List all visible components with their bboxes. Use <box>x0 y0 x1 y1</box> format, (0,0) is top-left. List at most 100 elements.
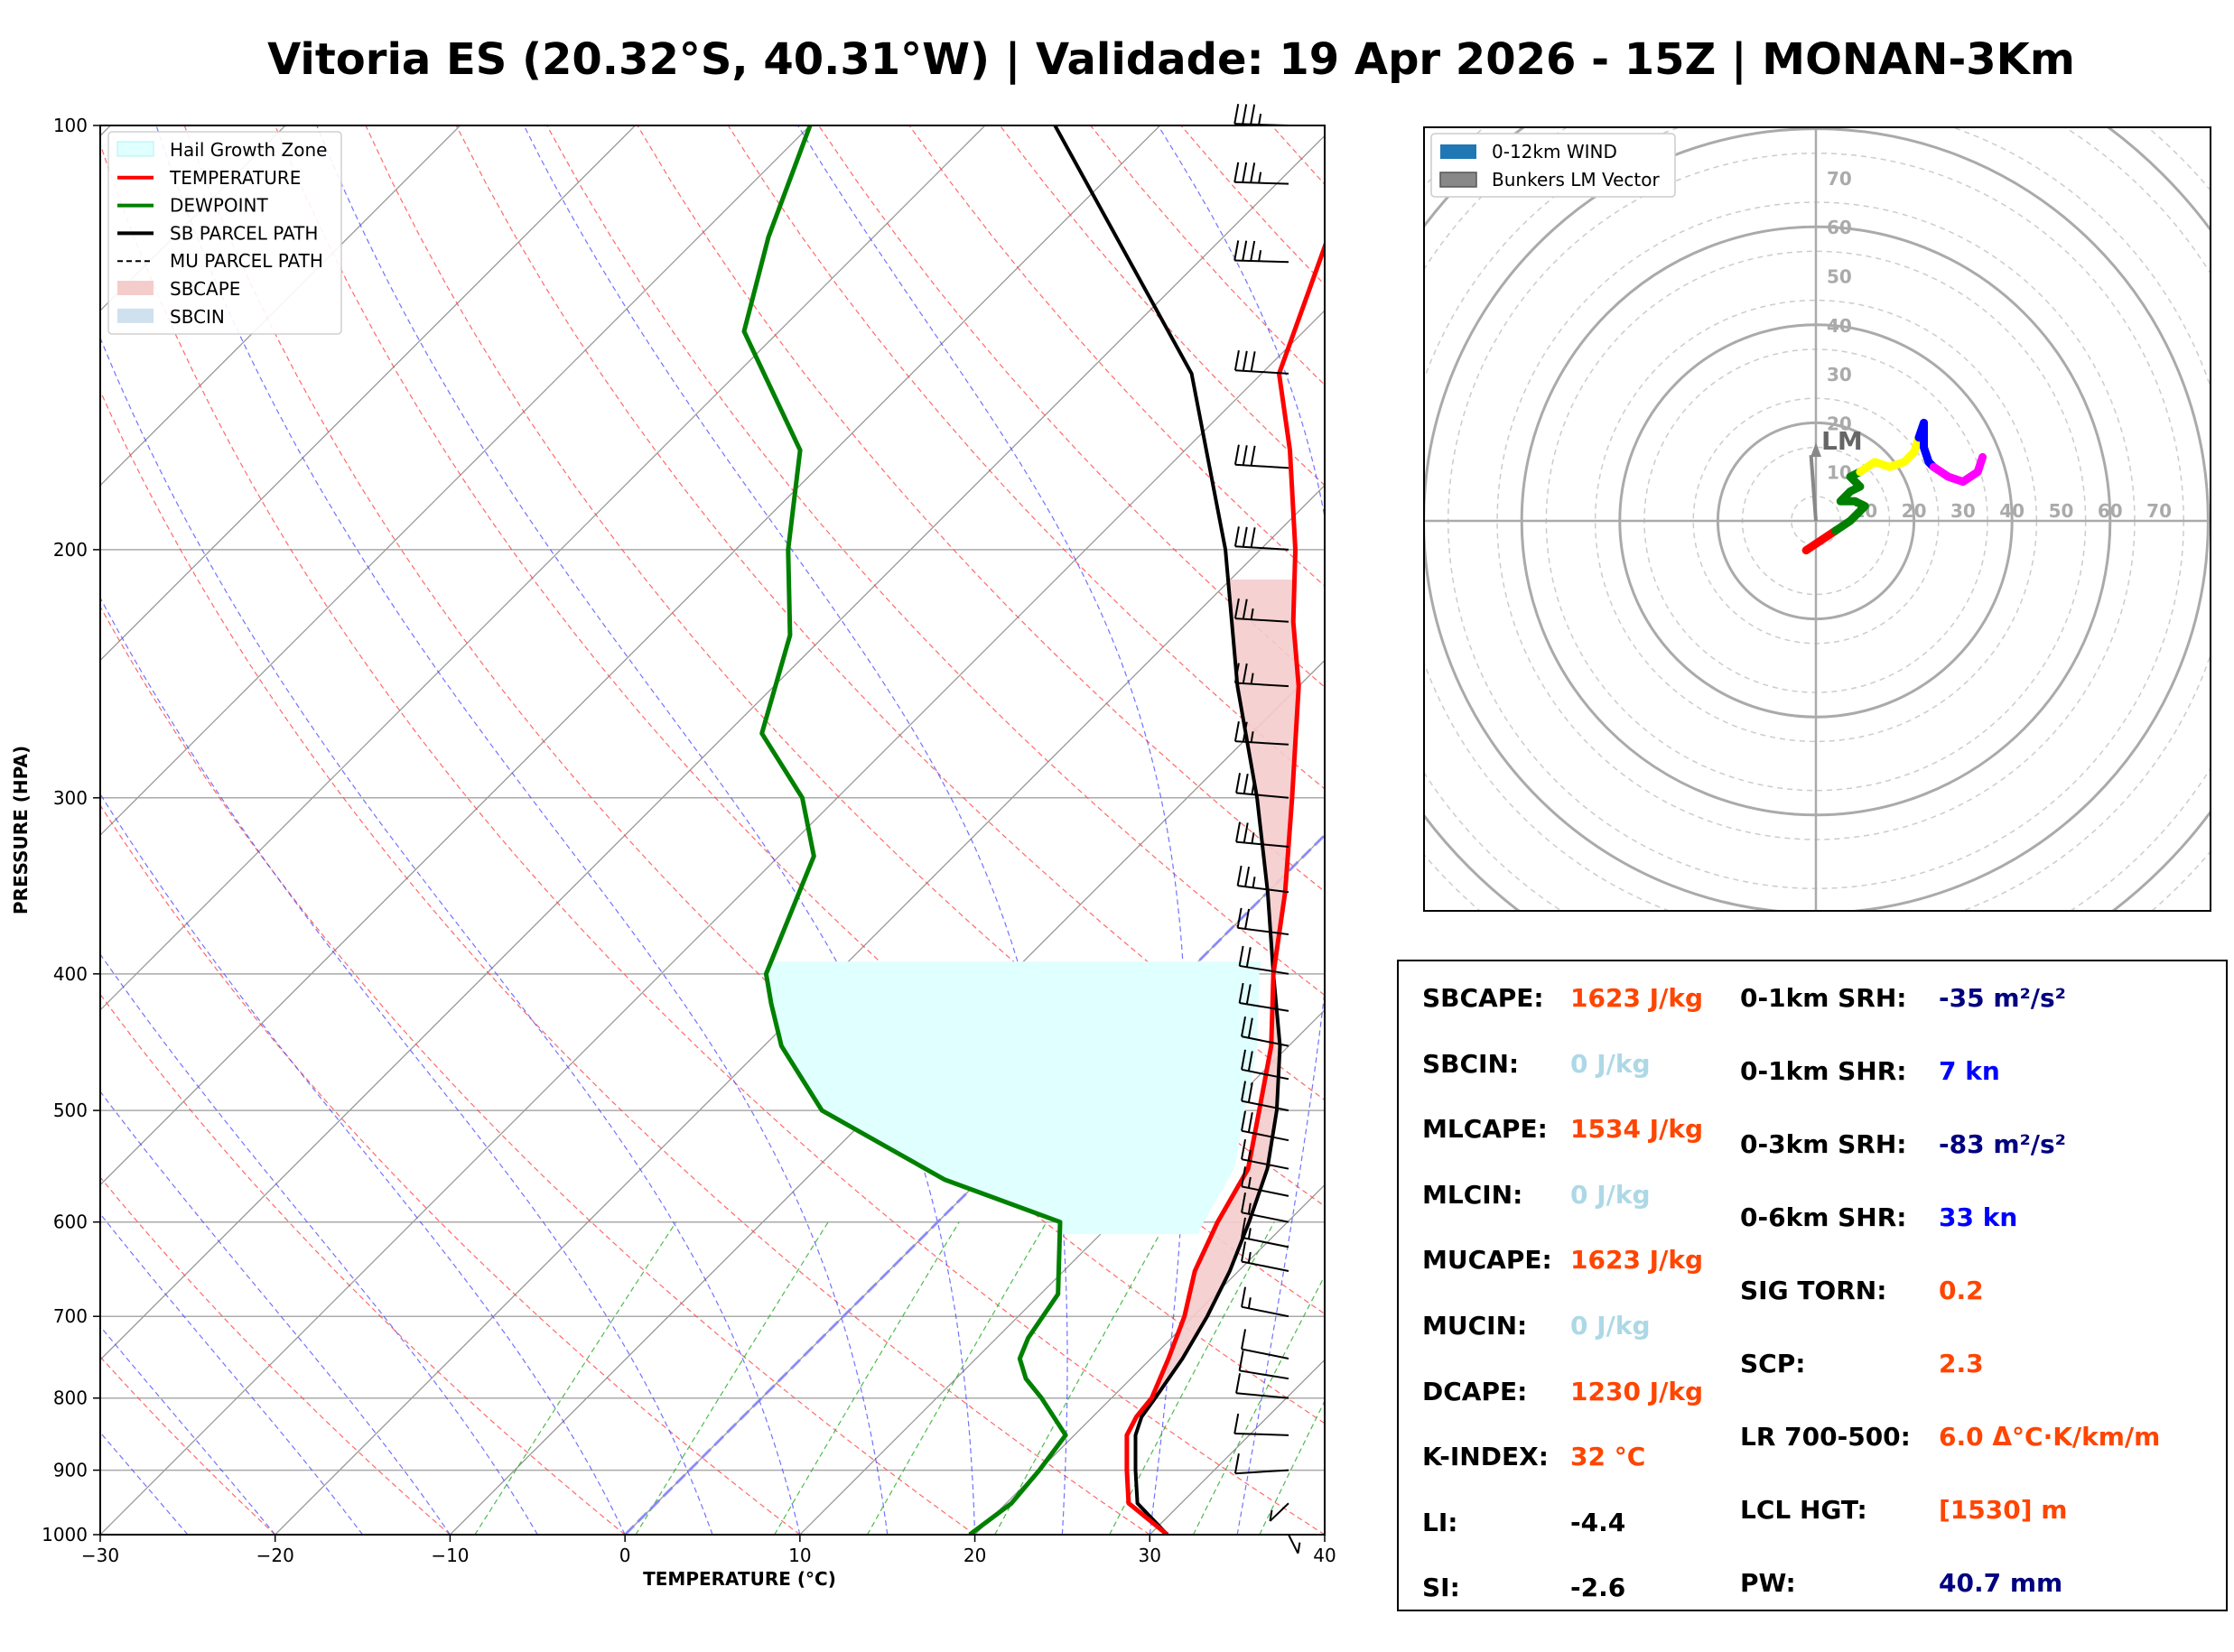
barb-half-flag <box>1250 731 1254 743</box>
param-left-label: LI: <box>1422 1507 1458 1537</box>
barb-flag <box>1233 103 1240 125</box>
barb-shaft <box>1241 1305 1289 1318</box>
plot-frame <box>99 125 1326 1536</box>
chart-title: Vitoria ES (20.32°S, 40.31°W) | Validade… <box>267 34 2075 85</box>
moist-adiabat <box>523 125 1068 1535</box>
barb-flag <box>1233 526 1240 547</box>
param-left-label: SBCIN: <box>1422 1048 1520 1079</box>
param-left-label: MLCIN: <box>1422 1179 1523 1210</box>
barb-flag <box>1243 822 1249 843</box>
legend-frame <box>107 131 342 335</box>
param-right-value: 40.7 mm <box>1939 1568 2063 1598</box>
barb-flag <box>1233 444 1240 465</box>
barb-flag <box>1244 908 1251 930</box>
wind-barb <box>1238 945 1289 975</box>
dewpoint-line <box>741 125 1068 1535</box>
wind-barb <box>1241 1016 1289 1047</box>
wind-barb <box>1233 663 1289 688</box>
barb-flag <box>1245 947 1252 968</box>
dry-adiabat <box>637 125 1325 893</box>
wind-barb <box>1238 982 1289 1012</box>
barb-half-flag <box>1250 673 1254 684</box>
barb-flag <box>1242 721 1248 742</box>
barb-shaft <box>1241 1236 1289 1248</box>
wind-barb <box>1235 821 1289 849</box>
param-left-value: 0 J/kg <box>1570 1179 1651 1210</box>
barb-flag <box>1250 104 1256 125</box>
parameters-panel: SBCAPE: 1623 J/kg SBCIN: 0 J/kg MLCAPE: 1534 … <box>1397 960 2228 1611</box>
param-left-value: 0 J/kg <box>1570 1311 1651 1341</box>
dry-adiabat <box>100 993 626 1535</box>
isotherm-line <box>449 659 1325 1535</box>
x-tick-label: −20 <box>256 1545 294 1566</box>
barb-shaft <box>1241 1260 1289 1272</box>
param-right-value: 6.0 Δ°C·K/km/m <box>1939 1422 2161 1452</box>
wind-barb <box>1233 526 1289 551</box>
temperature-line <box>1124 240 1325 1535</box>
param-left-label: DCAPE: <box>1422 1376 1528 1406</box>
barb-shaft <box>1235 1392 1289 1399</box>
barb-flag <box>1241 1110 1247 1131</box>
legend-label: TEMPERATURE <box>169 167 301 189</box>
barb-flag <box>1238 982 1244 1004</box>
barb-flag <box>1242 240 1248 261</box>
wind-barb <box>1235 1373 1289 1399</box>
param-right-label: LR 700-500: <box>1740 1422 1911 1452</box>
barb-shaft <box>1241 1129 1289 1142</box>
wind-barb <box>1269 1502 1289 1522</box>
sb-parcel-path <box>1053 125 1282 1535</box>
wind-barb <box>1233 162 1289 185</box>
barb-half-flag <box>1247 1202 1252 1214</box>
wind-barb <box>1241 1217 1289 1248</box>
wind-barb <box>1241 1329 1289 1360</box>
barb-flag <box>1245 984 1252 1005</box>
barb-flag <box>1241 1166 1247 1187</box>
freezing-isotherm <box>624 833 1325 1535</box>
barb-flag <box>1233 240 1240 261</box>
barb-flag <box>1236 907 1243 929</box>
barb-flag <box>1233 598 1240 619</box>
moist-adiabat <box>100 1325 276 1535</box>
wind-barb <box>1233 1453 1289 1475</box>
barb-flag <box>1247 1051 1253 1072</box>
param-left-value: 1623 J/kg <box>1570 1245 1703 1276</box>
wind-barb <box>1236 907 1289 936</box>
barb-flag <box>1243 773 1249 794</box>
param-right-label: PW: <box>1740 1568 1796 1598</box>
barb-flag <box>1250 527 1256 548</box>
barb-half-flag <box>1258 172 1262 183</box>
plot-area <box>100 125 1325 1535</box>
wind-barb <box>1241 1110 1289 1142</box>
param-left-label: MLCAPE: <box>1422 1114 1548 1145</box>
param-left-value: -4.4 <box>1570 1507 1626 1537</box>
wind-barb <box>1236 865 1289 894</box>
y-tick-label: 100 <box>53 115 88 136</box>
wind-barb <box>1238 1350 1289 1380</box>
dry-adiabat <box>100 605 975 1535</box>
param-right-label: SCP: <box>1740 1349 1806 1378</box>
x-tick-label: 30 <box>1139 1545 1161 1566</box>
barb-half-flag <box>1251 832 1255 844</box>
barb-shaft <box>1234 1469 1289 1475</box>
barb-flag <box>1241 1193 1247 1213</box>
dry-adiabat <box>100 1176 451 1535</box>
legend-label: DEWPOINT <box>170 195 268 217</box>
y-tick-label: 300 <box>53 787 88 809</box>
legend-label: SBCAPE <box>170 278 240 300</box>
mixing-ratio-line <box>1192 1275 1325 1535</box>
barb-flag <box>1235 773 1242 794</box>
param-left-value: 0 J/kg <box>1570 1048 1651 1079</box>
barb-flag <box>1250 240 1256 262</box>
barb-half-flag <box>1251 783 1255 795</box>
barb-half-flag <box>1247 1176 1252 1189</box>
wind-barb <box>1241 1286 1289 1318</box>
isotherm-line <box>100 125 636 662</box>
param-left-label: MUCAPE: <box>1422 1245 1552 1276</box>
barb-flag <box>1241 1081 1247 1101</box>
legend-label: Hail Growth Zone <box>170 139 327 161</box>
barb-flag <box>1241 1241 1247 1262</box>
param-left-value: 1623 J/kg <box>1570 983 1703 1013</box>
skewt-legend: Hail Growth Zone TEMPERATURE DEWPOINT SB PA… <box>107 131 342 335</box>
y-tick-label: 500 <box>53 1100 88 1121</box>
barb-flag <box>1235 821 1242 842</box>
